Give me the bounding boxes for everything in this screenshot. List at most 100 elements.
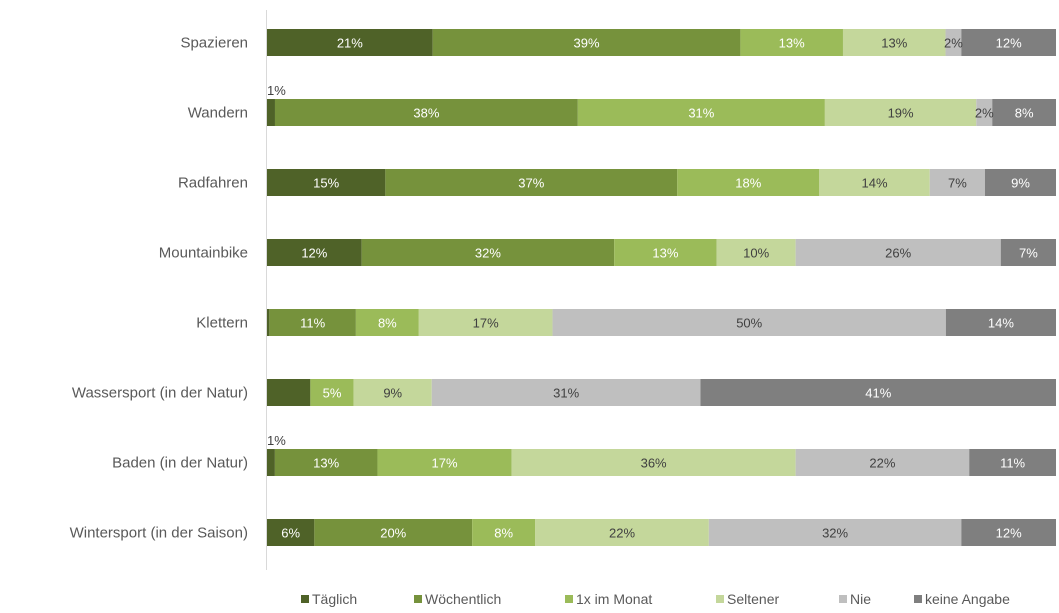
data-label: 7% (948, 176, 967, 191)
bar-segment (377, 449, 512, 476)
legend-swatch (914, 595, 922, 603)
bar-segment (267, 29, 433, 56)
bar-segment (267, 379, 311, 406)
data-label: 31% (553, 386, 579, 401)
data-label: 14% (862, 176, 888, 191)
data-label: 5% (323, 386, 342, 401)
category-label: Baden (in der Natur) (112, 455, 248, 472)
data-label: 6% (281, 526, 300, 541)
data-label: 8% (1015, 106, 1034, 121)
bar-segment (824, 99, 977, 126)
data-label: 50% (736, 316, 762, 331)
bar-segment (267, 309, 270, 336)
category-label: Klettern (196, 315, 248, 332)
bar-segment (700, 379, 1056, 406)
bar-segment (274, 449, 378, 476)
bar-segment (269, 309, 356, 336)
legend-swatch (301, 595, 309, 603)
legend-swatch (414, 595, 422, 603)
data-label: 22% (609, 526, 635, 541)
data-label: 2% (975, 106, 994, 121)
category-label: Wandern (188, 105, 248, 122)
bar-segment (961, 519, 1056, 546)
bar-segment (984, 169, 1056, 196)
bar-segment (708, 519, 962, 546)
category-label: Wintersport (in der Saison) (70, 525, 248, 542)
data-label: 10% (743, 246, 769, 261)
bar-segment (1000, 239, 1056, 266)
bar-segment (552, 309, 946, 336)
data-label: 1% (267, 433, 286, 448)
bar-segment (511, 449, 796, 476)
category-label: Wassersport (in der Natur) (72, 385, 248, 402)
data-label: 7% (1019, 246, 1038, 261)
data-label: 15% (313, 176, 339, 191)
data-label: 13% (881, 36, 907, 51)
bar-segment (677, 169, 820, 196)
bar-segment (535, 519, 709, 546)
data-label: 12% (996, 36, 1022, 51)
bar-segment (577, 99, 825, 126)
legend-swatch (839, 595, 847, 603)
data-label: 22% (869, 456, 895, 471)
bar-segment (945, 29, 962, 56)
data-label: 20% (380, 526, 406, 541)
bar-segment (361, 239, 615, 266)
category-labels: Spazieren Wandern Radfahren Mountainbike Kle… (70, 35, 248, 542)
bar-segment (432, 29, 741, 56)
bar-segment (472, 519, 536, 546)
bar-segment (795, 449, 970, 476)
legend-label: Täglich (312, 591, 357, 607)
bar-segment (267, 519, 315, 546)
labels-layer: 21% 39% 13% 13% 2% 12% 1% 38% 31% 19% 2% 8% 15% 37% 18… (267, 36, 1038, 541)
data-label: 36% (641, 456, 667, 471)
data-label: 38% (413, 106, 439, 121)
bar-segment (431, 379, 701, 406)
data-label: 1% (267, 83, 286, 98)
bar-segment (353, 379, 432, 406)
data-label: 8% (494, 526, 513, 541)
data-label: 11% (300, 316, 325, 331)
bar-segment (614, 239, 717, 266)
legend-swatch (716, 595, 724, 603)
legend-label: Wöchentlich (425, 591, 501, 607)
bar-segment (385, 169, 678, 196)
bar-segment (929, 169, 985, 196)
data-label: 13% (652, 246, 678, 261)
data-label: 13% (779, 36, 805, 51)
bar-segment (740, 29, 843, 56)
data-label: 26% (885, 246, 911, 261)
data-label: 17% (432, 456, 458, 471)
bar-segment (267, 449, 275, 476)
bar-segment (314, 519, 473, 546)
bar-segment (418, 309, 553, 336)
bar-segment (267, 169, 386, 196)
legend-label: Seltener (727, 591, 779, 607)
bar-segment (819, 169, 930, 196)
bar-segment (355, 309, 419, 336)
category-label: Mountainbike (159, 245, 248, 262)
bar-segment (992, 99, 1056, 126)
data-label: 14% (988, 316, 1014, 331)
data-label: 39% (574, 36, 600, 51)
bar-segment (842, 29, 946, 56)
bar-segment (310, 379, 354, 406)
bar-segment (267, 239, 362, 266)
legend-label: Nie (850, 591, 871, 607)
data-label: 31% (688, 106, 714, 121)
legend-label: 1x im Monat (576, 591, 652, 607)
bar-segment (716, 239, 796, 266)
data-label: 37% (518, 176, 544, 191)
legend-label: keine Angabe (925, 591, 1010, 607)
data-label: 32% (822, 526, 848, 541)
data-label: 13% (313, 456, 339, 471)
data-label: 12% (996, 526, 1022, 541)
bar-segment (274, 99, 578, 126)
data-label: 41% (865, 386, 891, 401)
bar-segment (945, 309, 1056, 336)
data-label: 8% (378, 316, 397, 331)
legend-swatch (565, 595, 573, 603)
category-label: Spazieren (180, 35, 248, 52)
data-label: 11% (1000, 456, 1025, 471)
